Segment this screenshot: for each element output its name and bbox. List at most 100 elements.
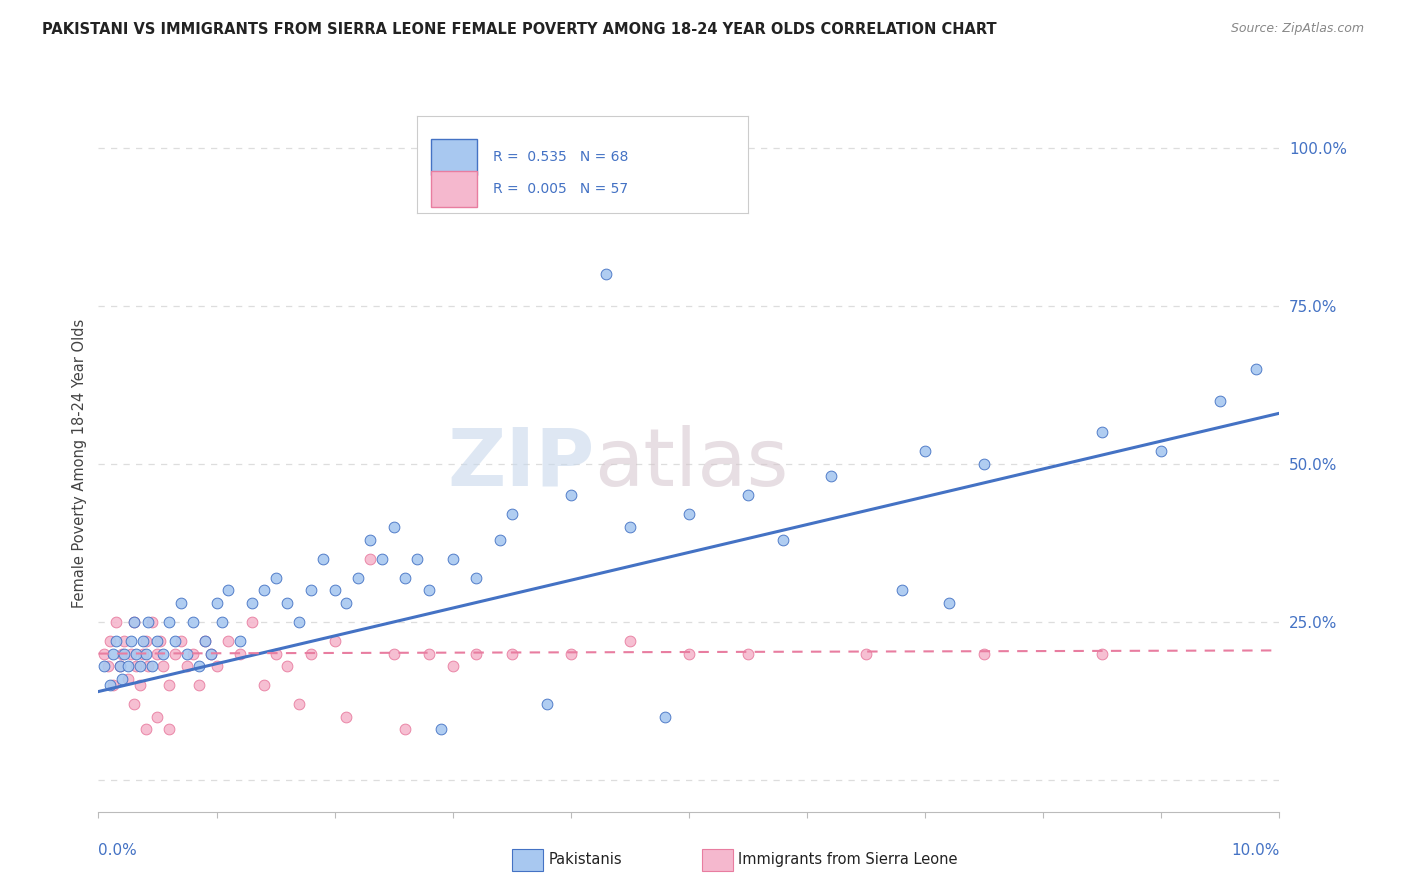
Point xyxy=(536,697,558,711)
Point xyxy=(1244,362,1267,376)
Point xyxy=(176,647,198,661)
Point xyxy=(772,533,794,547)
Point xyxy=(93,659,115,673)
Point xyxy=(465,571,488,585)
Point xyxy=(288,615,311,629)
Point xyxy=(382,520,405,534)
Point xyxy=(187,659,209,673)
Point xyxy=(165,634,187,648)
Point xyxy=(264,647,287,661)
Text: 10.0%: 10.0% xyxy=(1232,843,1279,858)
Point xyxy=(117,659,139,673)
Point xyxy=(619,520,641,534)
Point xyxy=(211,615,233,629)
Point xyxy=(229,634,252,648)
Point xyxy=(217,583,239,598)
Point xyxy=(105,615,128,629)
Point xyxy=(973,457,995,471)
Point xyxy=(152,647,174,661)
Point xyxy=(141,659,163,673)
Point xyxy=(165,647,187,661)
Point xyxy=(240,596,263,610)
Point xyxy=(146,634,169,648)
Point xyxy=(112,647,135,661)
Point xyxy=(253,583,276,598)
Point xyxy=(288,697,311,711)
Point xyxy=(335,596,357,610)
Point xyxy=(108,659,131,673)
Point xyxy=(654,710,676,724)
Point xyxy=(187,678,209,692)
Point xyxy=(200,647,222,661)
Point xyxy=(157,678,180,692)
Point xyxy=(394,571,416,585)
Point xyxy=(276,659,298,673)
Point xyxy=(312,551,335,566)
Point xyxy=(112,634,135,648)
Point xyxy=(855,647,877,661)
Point xyxy=(93,647,115,661)
Point xyxy=(1091,647,1114,661)
Point xyxy=(121,634,143,648)
Point xyxy=(125,647,148,661)
Point xyxy=(489,533,512,547)
Point xyxy=(136,615,159,629)
Point xyxy=(157,615,180,629)
Point xyxy=(299,647,322,661)
Point xyxy=(101,678,124,692)
Point xyxy=(264,571,287,585)
Point xyxy=(938,596,960,610)
Point xyxy=(194,634,217,648)
Point xyxy=(146,710,169,724)
Point xyxy=(121,647,143,661)
Text: Pakistanis: Pakistanis xyxy=(548,853,621,867)
Point xyxy=(135,647,157,661)
Point xyxy=(117,672,139,686)
Text: 0.0%: 0.0% xyxy=(98,843,138,858)
Point xyxy=(111,647,134,661)
Point xyxy=(132,647,155,661)
Point xyxy=(1209,393,1232,408)
Point xyxy=(394,723,416,737)
Point xyxy=(136,659,159,673)
Point xyxy=(820,469,842,483)
Text: ZIP: ZIP xyxy=(447,425,595,503)
Point xyxy=(181,647,204,661)
Point xyxy=(122,615,145,629)
Point xyxy=(108,659,131,673)
Point xyxy=(146,647,169,661)
Point xyxy=(323,583,346,598)
Point xyxy=(619,634,641,648)
Point xyxy=(382,647,405,661)
Text: PAKISTANI VS IMMIGRANTS FROM SIERRA LEONE FEMALE POVERTY AMONG 18-24 YEAR OLDS C: PAKISTANI VS IMMIGRANTS FROM SIERRA LEON… xyxy=(42,22,997,37)
Text: Source: ZipAtlas.com: Source: ZipAtlas.com xyxy=(1230,22,1364,36)
Point xyxy=(890,583,912,598)
Point xyxy=(97,659,120,673)
Text: Immigrants from Sierra Leone: Immigrants from Sierra Leone xyxy=(738,853,957,867)
Point xyxy=(240,615,263,629)
Point xyxy=(128,659,150,673)
Point xyxy=(359,533,381,547)
Point xyxy=(430,723,453,737)
Point xyxy=(170,596,193,610)
Point xyxy=(678,647,700,661)
Point xyxy=(132,634,155,648)
Point xyxy=(501,647,523,661)
Point xyxy=(973,647,995,661)
Point xyxy=(299,583,322,598)
Point xyxy=(276,596,298,610)
Point xyxy=(323,634,346,648)
Point xyxy=(229,647,252,661)
Point xyxy=(128,678,150,692)
Point xyxy=(914,444,936,458)
Point xyxy=(418,583,440,598)
Point xyxy=(125,659,148,673)
Point xyxy=(371,551,394,566)
Point xyxy=(122,697,145,711)
Point xyxy=(200,647,222,661)
Point xyxy=(152,659,174,673)
Point xyxy=(418,647,440,661)
Point xyxy=(194,634,217,648)
Point xyxy=(406,551,429,566)
Point xyxy=(1150,444,1173,458)
